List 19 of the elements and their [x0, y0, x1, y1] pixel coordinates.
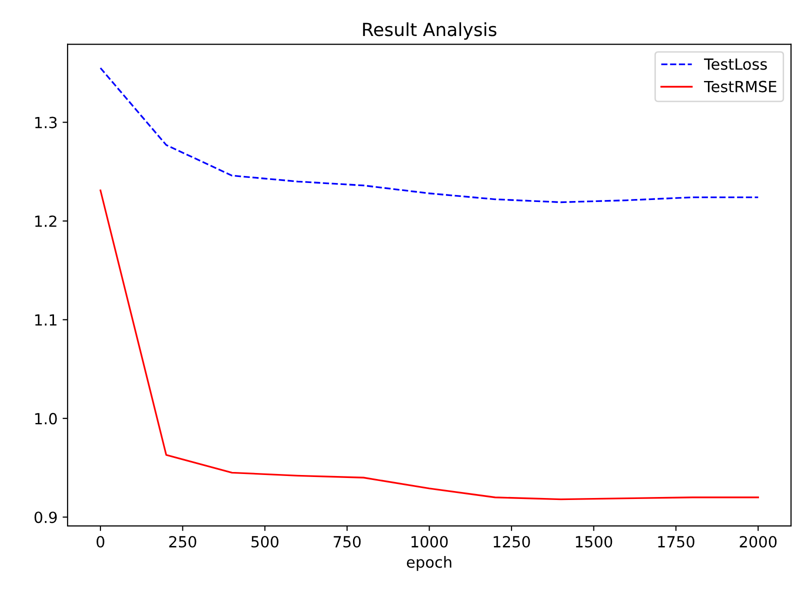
x-tick-label: 500 — [251, 536, 278, 548]
x-axis-title: epoch — [406, 556, 452, 571]
x-tick-label: 1750 — [658, 536, 694, 548]
x-tick-label: 2000 — [740, 536, 777, 548]
legend-label: TestLoss — [704, 58, 767, 70]
x-tick-label: 0 — [96, 536, 104, 548]
x-tick-label: 1250 — [494, 536, 530, 548]
y-tick-label: 1.1 — [35, 314, 56, 326]
legend-label: TestRMSE — [704, 80, 776, 92]
x-tick-label: 750 — [334, 536, 361, 548]
chart-title: Result Analysis — [363, 22, 496, 40]
y-tick-label: 0.9 — [34, 512, 57, 524]
x-tick-label: 1000 — [412, 536, 448, 548]
y-tick-label: 1.3 — [35, 116, 57, 128]
x-tick-label: 250 — [169, 536, 196, 548]
y-tick-label: 1.0 — [35, 412, 57, 424]
line-series — [100, 190, 759, 500]
x-tick-label: 1500 — [576, 536, 612, 548]
y-tick-label: 1.2 — [35, 215, 56, 227]
